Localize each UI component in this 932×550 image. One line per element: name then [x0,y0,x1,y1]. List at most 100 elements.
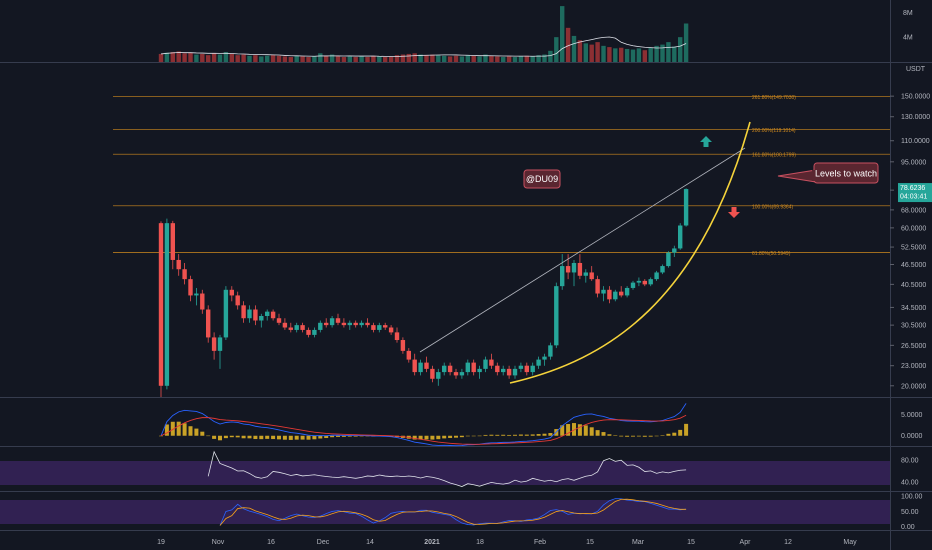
volume-bar [164,52,170,62]
volume-bar [613,48,618,62]
price-tick-label: 95.0000 [901,159,926,166]
candle-body [565,266,571,273]
fib-level-label: 200.00%(119.1014) [752,128,796,134]
volume-bar [353,57,358,62]
price-tick-label: 40.5000 [901,282,926,289]
rsi-line [207,450,687,487]
parabolic-curve[interactable] [509,121,751,384]
candle-body [235,295,240,306]
volume-bar [377,56,382,62]
macd-tick-label: 5.0000 [901,412,923,419]
candle-body [630,282,636,288]
macd-histogram-bar [359,435,364,437]
macd-histogram-bar [418,435,423,440]
volume-bar [388,56,394,62]
volume-bar [554,37,559,62]
volume-bar [424,55,429,62]
volume-bar [188,52,193,62]
volume-bar [335,56,341,62]
macd-histogram-bar [194,428,199,436]
trendline[interactable] [419,147,746,353]
macd-histogram-bar [235,435,240,438]
price-tick-label: 52.5000 [901,245,926,252]
macd-histogram-bar [560,425,565,436]
drawings[interactable]: @DU09 Levels to watch [419,121,879,384]
volume-bar [483,54,488,62]
volume-bar [501,57,506,62]
volume-bar [312,56,317,62]
volume-bar [294,55,299,62]
macd-histogram-bar [572,423,576,436]
candle-body [353,322,358,326]
macd-histogram-bar [625,435,630,437]
volume-bar [442,55,447,62]
volume-ma-line [160,36,687,57]
candle-body [601,289,606,294]
candle-body [524,365,529,373]
date-tick-label: Dec [317,539,330,546]
volume-bar [453,55,459,62]
volume-bar [217,54,223,62]
macd-histogram-bar [312,435,317,440]
macd-histogram-bar [542,433,547,436]
date-axis[interactable]: 19 Nov 16 Dec 14 2021 18 Feb 15 Mar 15 Apr 12 May [157,539,857,546]
candle-body [282,322,288,328]
volume-bar [648,47,653,62]
candle-body [312,329,317,335]
price-tick-label: 20.0000 [901,383,926,390]
candle-body [483,359,488,369]
candle-body [164,223,170,386]
macd-histogram-bar [430,435,435,440]
author-label[interactable]: @DU09 [523,169,561,189]
candle-body [571,262,577,273]
macd-histogram-bar [501,434,506,436]
candle-body [453,372,459,376]
volume-bar [288,57,293,62]
stoch-pane: 100.00 50.00 0.00 [219,494,923,531]
candle-body [560,266,565,287]
candle-body [412,359,417,373]
macd-histogram-bar [524,434,529,436]
macd-histogram-bar [601,432,606,436]
arrow-up-icon[interactable] [700,136,712,147]
macd-histogram-bar [188,426,193,436]
macd-histogram-bar [666,433,671,436]
macd-histogram-bar [654,435,659,437]
volume-bar [666,42,671,62]
date-tick-label: Mar [632,539,645,546]
fib-level-label: 61.80%(50.5949) [752,251,791,257]
levels-callout[interactable]: Levels to watch [777,162,879,184]
candle-body [471,362,476,373]
date-tick-label: May [843,539,857,546]
stoch-tick-label: 100.00 [901,494,923,501]
candle-body [253,309,258,321]
date-tick-label: 14 [366,539,374,546]
candle-body [530,365,535,373]
macd-histogram-bar [613,435,618,436]
arrow-down-icon[interactable] [728,207,740,218]
volume-bar [536,55,541,62]
volume-bar [477,56,482,62]
candle-body [477,368,482,373]
date-tick-label: 2021 [424,539,440,546]
price-axis-unit: USDT [906,66,926,73]
candle-body [548,345,553,357]
candle-body [518,365,524,369]
date-tick-label: 15 [687,539,695,546]
candle-body [176,259,181,270]
stoch-tick-label: 50.00 [901,509,919,516]
volume-bar [624,48,630,62]
date-tick-label: 16 [267,539,275,546]
volume-bar [577,40,583,62]
volume-bar [229,53,234,62]
macd-histogram-bar [589,427,594,436]
volume-bar [530,56,535,62]
date-tick-label: 15 [586,539,594,546]
macd-histogram-bar [513,434,517,436]
macd-histogram-bar [459,435,464,438]
rsi-tick-label: 40.00 [901,479,919,486]
volume-bar [341,57,347,62]
candle-body [577,262,583,276]
macd-histogram-bar [336,435,340,437]
